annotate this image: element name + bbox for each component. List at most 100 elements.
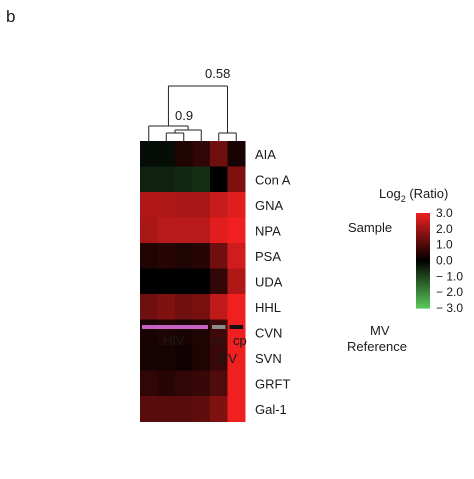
heatmap-cell [192, 396, 211, 422]
heatmap-cell [192, 268, 211, 295]
legend-color-step [416, 250, 430, 254]
legend-color-step [416, 272, 430, 275]
legend-tick-labels: 3.0 2.0 1.0 0.0− 1.0 − 2.0 − 3.0 [436, 206, 463, 315]
heatmap-cell [192, 370, 211, 397]
heatmap-cell [157, 268, 176, 295]
legend-color-step [416, 230, 430, 234]
legend-color-step [416, 254, 430, 258]
legend-color-bar [416, 213, 430, 309]
legend-color-step [416, 218, 430, 222]
heatmap-cell [192, 243, 211, 269]
legend-color-step [416, 238, 430, 242]
row-label: SVN [255, 351, 282, 366]
heatmap-cell [175, 217, 193, 244]
legend-color-step [416, 228, 430, 232]
heatmap-cell [192, 294, 211, 320]
heatmap-cell [210, 141, 228, 167]
heatmap-cell [192, 319, 211, 346]
legend-color-step [416, 268, 430, 271]
heatmap-cell [157, 294, 176, 320]
legend-color-step [416, 214, 430, 218]
row-label: Con A [255, 172, 291, 187]
heatmap-cell [157, 243, 176, 269]
legend-color-step [416, 216, 430, 220]
legend-color-step [416, 240, 430, 244]
column-group-bar [212, 325, 226, 329]
row-label: UDA [255, 274, 283, 289]
heatmap-cell [227, 166, 246, 193]
heatmap-cell [192, 166, 211, 193]
heatmap-cell [175, 166, 193, 193]
heatmap-cell [210, 166, 228, 193]
legend-tick-label: 0.0 [436, 254, 453, 268]
heatmap-cell [140, 370, 158, 397]
heatmap-cell [192, 345, 211, 371]
legend-color-step [416, 262, 430, 266]
heatmap-cell [157, 166, 176, 193]
heatmap-cell [175, 268, 193, 295]
legend-color-step [416, 248, 430, 252]
legend-color-step [416, 232, 430, 236]
row-label: AIA [255, 147, 276, 162]
legend-tick-label: − 3.0 [436, 301, 463, 315]
legend-color-step [416, 260, 430, 264]
legend-color-step [416, 264, 430, 268]
heatmap-cell [157, 396, 176, 422]
column-group-bar [142, 325, 208, 329]
heatmap-cell [157, 217, 176, 244]
heatmap-cell [157, 141, 176, 167]
legend-title-subscript: 2 [401, 194, 406, 204]
heatmap-cell [227, 217, 246, 244]
legend-color-step [416, 288, 430, 291]
heatmap-cell [210, 268, 228, 295]
group-label-cp: cp [233, 333, 247, 348]
heatmap-cell [157, 192, 176, 218]
legend-color-step [416, 256, 430, 260]
legend-color-step [416, 300, 430, 303]
column-group-bar [229, 325, 243, 329]
heatmap-cell [175, 294, 193, 320]
legend-color-step [416, 302, 430, 305]
legend-color-step [416, 213, 430, 216]
legend-color-step [416, 258, 430, 262]
legend-tick-label: − 2.0 [436, 285, 463, 299]
legend-tick-label: 2.0 [436, 222, 453, 236]
row-label: HHL [255, 300, 281, 315]
heatmap-cell [140, 268, 158, 295]
legend-color-step [416, 226, 430, 230]
legend-color-step [416, 222, 430, 226]
heatmap-cell [210, 243, 228, 269]
dendrogram-label-hiv-cluster: 0.9 [175, 108, 193, 123]
legend-color-step [416, 246, 430, 250]
heatmap-cell [192, 217, 211, 244]
legend-tick-label: 1.0 [436, 238, 453, 252]
heatmap-cell [140, 166, 158, 193]
legend-color-step [416, 292, 430, 295]
legend-color-step [416, 280, 430, 283]
heatmap-cell [210, 294, 228, 320]
heatmap-cell [175, 141, 193, 167]
group-label-siv: SIV [216, 351, 237, 366]
legend-bottom-label-line2: Reference [347, 339, 407, 354]
legend-top-label: Sample [348, 220, 392, 235]
legend-tick-label: − 1.0 [436, 269, 463, 283]
legend-color-step [416, 284, 430, 287]
heatmap-cell [140, 217, 158, 244]
heatmap-cell [227, 294, 246, 320]
legend-tick-label: 3.0 [436, 206, 453, 220]
heatmap-cell [227, 396, 246, 422]
heatmap-cell [210, 217, 228, 244]
legend-color-step [416, 242, 430, 246]
color-legend: Log2 (Ratio) Sample MV Reference 3.0 2.0 1… [347, 186, 463, 354]
row-label: GRFT [255, 376, 290, 391]
heatmap-cell [140, 345, 158, 371]
row-label: NPA [255, 223, 281, 238]
heatmap-cells [140, 141, 246, 422]
legend-color-step [416, 290, 430, 293]
legend-color-step [416, 298, 430, 301]
heatmap-cell [140, 243, 158, 269]
heatmap-cell [157, 345, 176, 371]
legend-color-step [416, 306, 430, 309]
heatmap-cell [210, 192, 228, 218]
heatmap-cell [210, 396, 228, 422]
